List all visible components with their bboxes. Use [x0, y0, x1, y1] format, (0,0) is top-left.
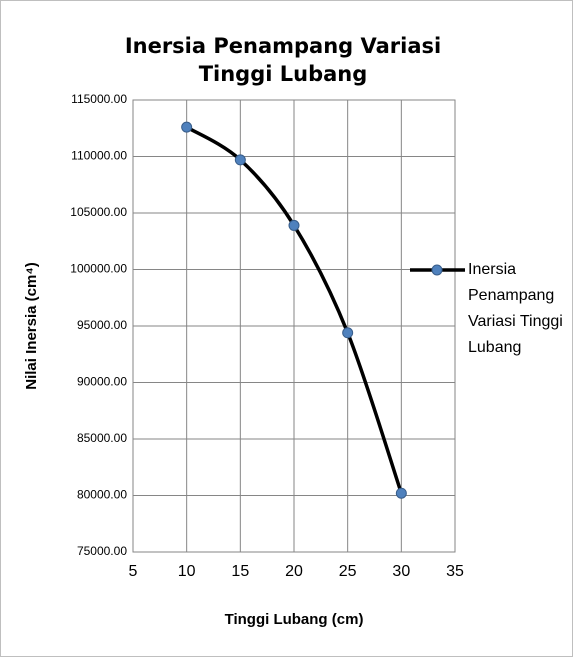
data-point — [181, 121, 193, 133]
x-tick-label: 30 — [392, 563, 410, 580]
x-axis-label: Tinggi Lubang (cm) — [225, 611, 364, 628]
y-tick-label: 95000.00 — [77, 318, 127, 332]
x-tick-label: 10 — [178, 563, 196, 580]
data-point — [288, 219, 300, 231]
data-point — [395, 487, 407, 499]
x-tick-label: 20 — [285, 563, 303, 580]
data-point — [342, 327, 354, 339]
y-tick-label: 115000.00 — [71, 92, 127, 106]
x-tick-label: 25 — [339, 563, 357, 580]
y-tick-label: 110000.00 — [71, 149, 127, 163]
plot-border — [132, 99, 456, 553]
y-axis-label: Nilai Inersia (cm⁴) — [23, 262, 40, 389]
legend-marker — [431, 264, 443, 276]
y-tick-label: 100000.00 — [70, 262, 127, 276]
x-tick-label: 15 — [231, 563, 249, 580]
x-tick-label: 5 — [129, 563, 138, 580]
y-tick-label: 80000.00 — [77, 488, 127, 502]
data-point — [234, 154, 246, 166]
y-tick-label: 75000.00 — [77, 544, 127, 558]
x-tick-label: 35 — [446, 563, 464, 580]
legend-label: Inersia Penampang Variasi Tinggi Lubang — [468, 261, 563, 356]
y-tick-label: 85000.00 — [77, 431, 127, 445]
y-tick-label: 90000.00 — [77, 375, 127, 389]
y-tick-label: 105000.00 — [70, 205, 127, 219]
chart-title: Inersia Penampang Variasi Tinggi Lubang — [124, 34, 442, 86]
